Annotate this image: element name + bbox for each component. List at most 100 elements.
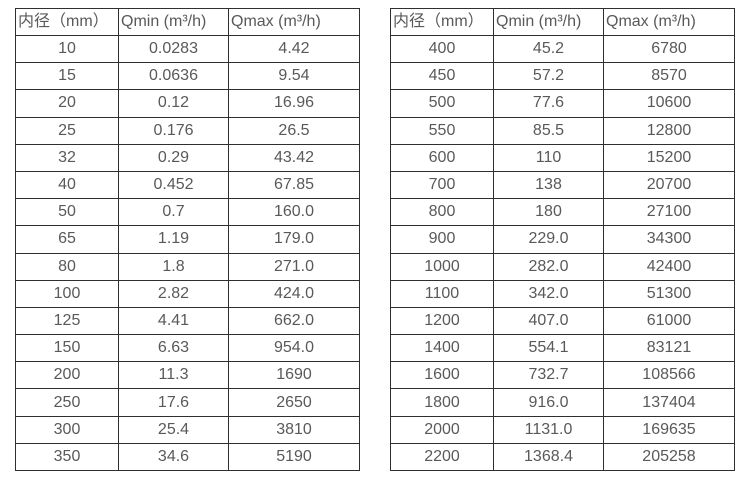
table-row: 25 0.176 26.5 — [15, 116, 360, 145]
cell-qmax: 179.0 — [228, 225, 360, 254]
cell-qmin: 2.82 — [118, 279, 229, 308]
cell-diameter: 15 — [15, 62, 119, 91]
cell-qmin: 554.1 — [493, 334, 604, 363]
cell-diameter: 900 — [390, 225, 494, 254]
cell-qmax: 662.0 — [228, 306, 360, 336]
cell-diameter: 20 — [15, 89, 119, 118]
cell-diameter: 800 — [390, 198, 494, 227]
cell-qmin: 342.0 — [493, 279, 604, 308]
cell-qmax: 4.42 — [228, 34, 360, 64]
table-row: 900 229.0 34300 — [390, 225, 735, 254]
flow-table-left-body: 10 0.0283 4.42 15 0.0636 9.54 20 0.12 16.96 25 0.1… — [15, 34, 360, 472]
cell-qmax: 9.54 — [228, 62, 360, 91]
header-row: 内径（mm） Qmin (m³/h) Qmax (m³/h) — [15, 8, 360, 36]
table-row: 800 180 27100 — [390, 198, 735, 227]
cell-qmin: 1131.0 — [493, 415, 604, 444]
table-row: 1000 282.0 42400 — [390, 252, 735, 281]
table-row: 15 0.0636 9.54 — [15, 62, 360, 91]
cell-diameter: 125 — [15, 306, 119, 336]
cell-qmin: 45.2 — [493, 34, 604, 64]
cell-qmax: 3810 — [228, 415, 360, 444]
table-row: 10 0.0283 4.42 — [15, 34, 360, 64]
cell-diameter: 1400 — [390, 334, 494, 363]
cell-qmin: 57.2 — [493, 62, 604, 91]
table-row: 700 138 20700 — [390, 170, 735, 200]
col-header-qmin: Qmin (m³/h) — [118, 8, 229, 36]
flow-table-right-body: 400 45.2 6780 450 57.2 8570 500 77.6 10600 550 85.… — [390, 34, 735, 472]
cell-qmax: 51300 — [603, 279, 735, 308]
cell-qmin: 0.0283 — [118, 34, 229, 64]
table-row: 1200 407.0 61000 — [390, 306, 735, 336]
cell-qmin: 77.6 — [493, 89, 604, 118]
cell-qmax: 160.0 — [228, 198, 360, 227]
cell-qmax: 83121 — [603, 334, 735, 363]
table-row: 2000 1131.0 169635 — [390, 415, 735, 444]
table-row: 1600 732.7 108566 — [390, 361, 735, 390]
cell-qmax: 108566 — [603, 361, 735, 390]
cell-qmax: 424.0 — [228, 279, 360, 308]
table-row: 50 0.7 160.0 — [15, 198, 360, 227]
cell-diameter: 1600 — [390, 361, 494, 390]
cell-qmax: 67.85 — [228, 170, 360, 200]
header-row: 内径（mm） Qmin (m³/h) Qmax (m³/h) — [390, 8, 735, 36]
cell-qmax: 271.0 — [228, 252, 360, 281]
table-row: 300 25.4 3810 — [15, 415, 360, 444]
cell-diameter: 600 — [390, 143, 494, 172]
cell-qmin: 0.7 — [118, 198, 229, 227]
table-row: 550 85.5 12800 — [390, 116, 735, 145]
cell-qmin: 1.8 — [118, 252, 229, 281]
cell-qmax: 15200 — [603, 143, 735, 172]
table-row: 150 6.63 954.0 — [15, 334, 360, 363]
cell-diameter: 350 — [15, 442, 119, 472]
cell-qmin: 0.12 — [118, 89, 229, 118]
cell-qmax: 137404 — [603, 388, 735, 417]
cell-qmin: 1368.4 — [493, 442, 604, 472]
table-row: 400 45.2 6780 — [390, 34, 735, 64]
cell-qmin: 34.6 — [118, 442, 229, 472]
cell-diameter: 100 — [15, 279, 119, 308]
table-row: 250 17.6 2650 — [15, 388, 360, 417]
cell-qmax: 20700 — [603, 170, 735, 200]
cell-diameter: 1800 — [390, 388, 494, 417]
cell-diameter: 300 — [15, 415, 119, 444]
cell-qmax: 27100 — [603, 198, 735, 227]
cell-qmax: 34300 — [603, 225, 735, 254]
cell-diameter: 500 — [390, 89, 494, 118]
cell-qmin: 85.5 — [493, 116, 604, 145]
cell-qmin: 0.0636 — [118, 62, 229, 91]
cell-diameter: 250 — [15, 388, 119, 417]
cell-qmin: 180 — [493, 198, 604, 227]
table-row: 20 0.12 16.96 — [15, 89, 360, 118]
cell-qmin: 916.0 — [493, 388, 604, 417]
table-row: 125 4.41 662.0 — [15, 306, 360, 336]
cell-qmin: 4.41 — [118, 306, 229, 336]
table-row: 1400 554.1 83121 — [390, 334, 735, 363]
cell-qmin: 11.3 — [118, 361, 229, 390]
cell-qmin: 732.7 — [493, 361, 604, 390]
cell-qmax: 16.96 — [228, 89, 360, 118]
cell-diameter: 450 — [390, 62, 494, 91]
table-row: 100 2.82 424.0 — [15, 279, 360, 308]
cell-diameter: 1000 — [390, 252, 494, 281]
cell-qmax: 8570 — [603, 62, 735, 91]
cell-qmax: 2650 — [228, 388, 360, 417]
table-row: 1100 342.0 51300 — [390, 279, 735, 308]
cell-diameter: 40 — [15, 170, 119, 200]
flow-table-left-header: 内径（mm） Qmin (m³/h) Qmax (m³/h) — [15, 8, 360, 36]
cell-diameter: 2200 — [390, 442, 494, 472]
cell-qmax: 42400 — [603, 252, 735, 281]
cell-qmin: 229.0 — [493, 225, 604, 254]
cell-qmax: 5190 — [228, 442, 360, 472]
col-header-qmin: Qmin (m³/h) — [493, 8, 604, 36]
cell-diameter: 1100 — [390, 279, 494, 308]
cell-qmin: 407.0 — [493, 306, 604, 336]
cell-qmin: 0.176 — [118, 116, 229, 145]
cell-diameter: 65 — [15, 225, 119, 254]
table-row: 450 57.2 8570 — [390, 62, 735, 91]
cell-diameter: 200 — [15, 361, 119, 390]
col-header-qmax: Qmax (m³/h) — [228, 8, 360, 36]
cell-diameter: 32 — [15, 143, 119, 172]
cell-qmax: 26.5 — [228, 116, 360, 145]
cell-diameter: 10 — [15, 34, 119, 64]
